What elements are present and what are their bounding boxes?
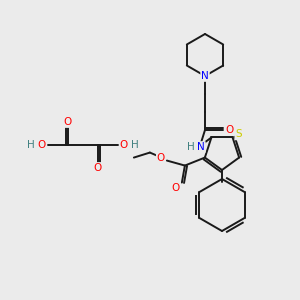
Text: O: O [157,153,165,163]
Text: O: O [94,163,102,173]
Text: N: N [201,71,209,81]
Text: O: O [38,140,46,150]
Text: H: H [187,142,195,152]
Text: O: O [172,183,180,193]
Text: O: O [120,140,128,150]
Text: O: O [225,125,233,135]
Text: S: S [235,129,242,140]
Text: N: N [197,142,205,152]
Text: H: H [131,140,139,150]
Text: H: H [27,140,35,150]
Text: O: O [64,117,72,127]
